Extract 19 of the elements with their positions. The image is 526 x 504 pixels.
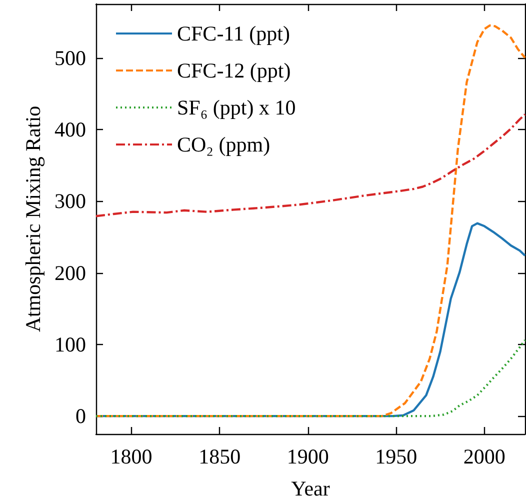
y-tick-label: 400 [54, 117, 86, 142]
x-tick-label: 1800 [110, 444, 152, 468]
legend-label: CFC-11 (ppt) [177, 22, 290, 46]
x-axis-title: Year [291, 476, 330, 500]
x-tick-label: 1950 [375, 444, 418, 468]
y-axis-title: Atmospheric Mixing Ratio [21, 106, 46, 332]
y-tick-label: 0 [76, 404, 86, 428]
y-tick-label: 100 [54, 332, 86, 356]
y-tick-label: 300 [54, 189, 86, 214]
legend-label: CO₂ (ppm) [177, 132, 270, 156]
x-tick-label: 2000 [463, 444, 506, 468]
line-series [94, 24, 526, 418]
y-tick-label: 200 [54, 260, 86, 285]
legend-label: SF₆ (ppt) x 10 [177, 96, 296, 120]
y-tick-label: 500 [54, 46, 86, 70]
x-tick-label: 1850 [198, 444, 241, 468]
x-tick-label: 1900 [286, 444, 329, 468]
legend-label: CFC-12 (ppt) [177, 58, 291, 82]
line-series [94, 339, 526, 418]
